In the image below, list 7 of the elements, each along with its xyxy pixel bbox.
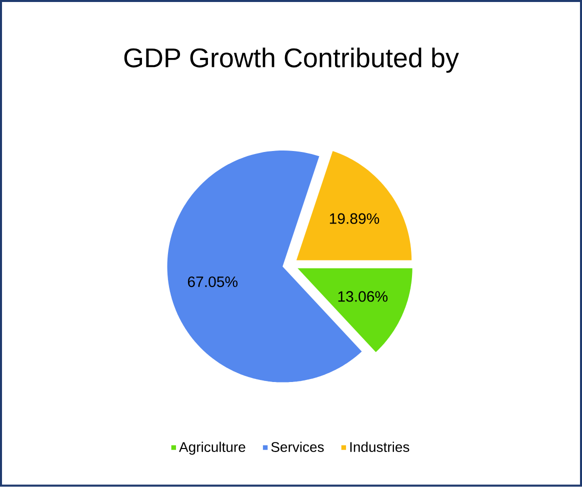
legend-label: Services [271, 442, 324, 452]
legend-label: Agriculture [179, 442, 246, 455]
legend-label: Industries [350, 442, 410, 452]
chart-title: GDP Growth Contributed by [124, 48, 459, 73]
data-label: 67.05% [188, 276, 238, 288]
data-label: 13.06% [338, 291, 388, 302]
data-label: 19.89% [330, 213, 380, 224]
